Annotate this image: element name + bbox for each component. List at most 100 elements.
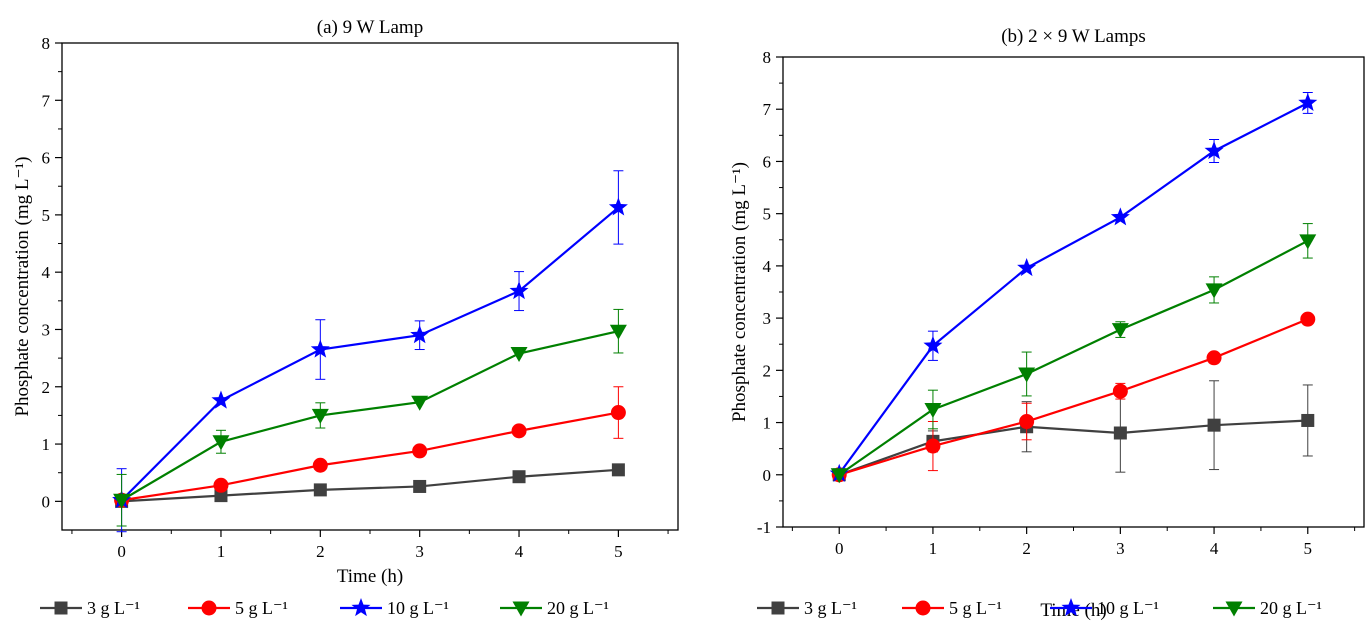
- data-point: [1207, 418, 1221, 432]
- y-tick-label: 8: [763, 48, 772, 67]
- legend-item: 3 g L⁻¹: [757, 598, 857, 618]
- series-line: [120, 206, 620, 501]
- data-point: [312, 457, 328, 473]
- data-point: [1110, 207, 1130, 226]
- data-point: [512, 470, 526, 484]
- data-point: [1111, 323, 1129, 339]
- y-tick-label: 6: [763, 152, 772, 171]
- x-tick-label: 0: [117, 542, 126, 561]
- legend-marker: [201, 600, 217, 616]
- y-tick-label: 1: [763, 414, 772, 433]
- data-point: [925, 438, 941, 454]
- data-point: [923, 335, 943, 354]
- data-point: [411, 395, 429, 411]
- data-point: [509, 281, 529, 300]
- y-tick-label: 8: [42, 34, 51, 53]
- x-tick-label: 3: [415, 542, 424, 561]
- series-0: [115, 463, 625, 508]
- data-point: [924, 403, 942, 418]
- x-tick-label: 5: [1304, 539, 1313, 558]
- legend-label: 10 g L⁻¹: [387, 598, 449, 618]
- series-3: [830, 223, 1317, 484]
- legend-item: 5 g L⁻¹: [188, 598, 288, 618]
- legend: 3 g L⁻¹ 5 g L⁻¹ 10 g L⁻¹ 20 g L⁻¹: [757, 598, 1322, 618]
- legend-label: 20 g L⁻¹: [547, 598, 609, 618]
- y-axis-label: Phosphate concentration (mg L⁻¹): [12, 156, 33, 416]
- data-point: [1113, 426, 1127, 440]
- y-tick-label: 4: [42, 263, 51, 282]
- data-point: [410, 325, 430, 344]
- data-point: [609, 324, 627, 340]
- legend-marker: [915, 600, 931, 616]
- data-point: [1301, 413, 1315, 427]
- legend-marker: [512, 601, 530, 617]
- data-point: [1206, 350, 1222, 366]
- legend-item: 10 g L⁻¹: [1050, 598, 1159, 618]
- y-tick-label: 7: [763, 100, 772, 119]
- legend-label: 3 g L⁻¹: [804, 598, 857, 618]
- panel-a: (a) 9 W Lamp 0 1 2 3 4 5 0 1 2 3 4 5 6 7 8 Time (h) Phosp…: [12, 17, 679, 618]
- data-point: [413, 479, 427, 493]
- data-point: [608, 197, 628, 216]
- legend-marker: [771, 601, 785, 615]
- legend: 3 g L⁻¹ 5 g L⁻¹ 10 g L⁻¹ 20 g L⁻¹: [40, 598, 609, 618]
- x-tick-label: 4: [1210, 539, 1219, 558]
- series-line: [838, 101, 1309, 475]
- series-line: [121, 330, 619, 502]
- x-axis-label: Time (h): [337, 566, 403, 587]
- data-point: [310, 339, 330, 358]
- data-point: [830, 468, 848, 484]
- legend-label: 20 g L⁻¹: [1260, 598, 1322, 618]
- plot-frame: [61, 42, 679, 531]
- data-point: [311, 408, 329, 424]
- series-0: [832, 380, 1315, 482]
- series-line: [838, 318, 1309, 476]
- data-point: [1204, 141, 1224, 160]
- legend-label: 3 g L⁻¹: [87, 598, 140, 618]
- data-point: [214, 489, 228, 503]
- y-tick-label: 3: [763, 309, 772, 328]
- legend-marker: [54, 601, 68, 615]
- legend-item: 10 g L⁻¹: [340, 598, 449, 618]
- y-tick-label: 5: [763, 205, 772, 224]
- y-tick-label: 0: [42, 492, 51, 511]
- x-tick-label: 2: [316, 542, 325, 561]
- data-point: [1299, 234, 1317, 250]
- series-2: [112, 170, 628, 533]
- x-tick-label: 4: [515, 542, 524, 561]
- x-tick-label: 3: [1116, 539, 1125, 558]
- y-tick-label: 6: [42, 149, 51, 168]
- data-point: [1298, 92, 1318, 112]
- data-point: [1112, 383, 1128, 399]
- y-axis-label: Phosphate concentration (mg L⁻¹): [729, 162, 750, 422]
- data-point: [511, 423, 527, 439]
- series-3: [113, 308, 627, 527]
- legend-item: 5 g L⁻¹: [902, 598, 1002, 618]
- y-tick-label: 2: [42, 378, 51, 397]
- x-tick-label: 5: [614, 542, 623, 561]
- data-point: [510, 347, 528, 363]
- y-tick-label: 0: [763, 466, 772, 485]
- series-line: [838, 239, 1309, 476]
- legend-item: 3 g L⁻¹: [40, 598, 140, 618]
- y-tick-label: 1: [42, 435, 51, 454]
- data-point: [610, 405, 626, 421]
- data-point: [412, 443, 428, 459]
- series-2: [829, 92, 1318, 482]
- y-tick-label: 2: [763, 361, 772, 380]
- data-point: [1019, 414, 1035, 430]
- data-point: [1017, 257, 1037, 277]
- data-point: [213, 477, 229, 493]
- y-tick-label: 5: [42, 206, 51, 225]
- legend-label: 5 g L⁻¹: [949, 598, 1002, 618]
- legend-marker: [1061, 598, 1081, 617]
- legend-marker: [351, 598, 371, 617]
- series-line: [838, 419, 1308, 476]
- data-point: [1300, 311, 1316, 327]
- series-line: [121, 411, 619, 502]
- data-point: [212, 435, 230, 451]
- data-point: [611, 463, 625, 477]
- y-tick-label: 7: [42, 91, 51, 110]
- chart-title: (a) 9 W Lamp: [317, 17, 423, 38]
